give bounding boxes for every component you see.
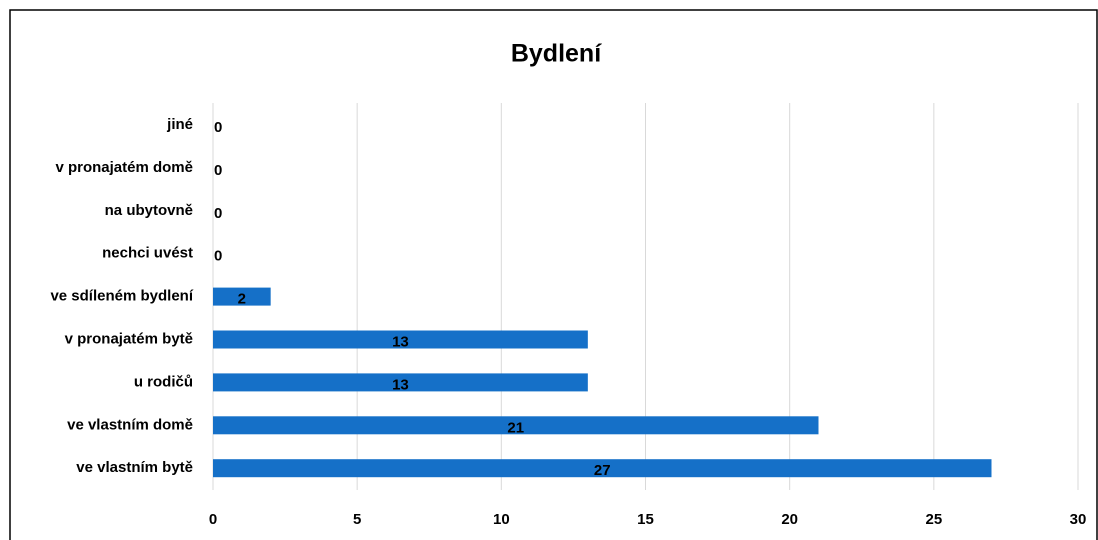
y-tick-label: nechci uvést (102, 245, 193, 262)
y-tick-label: jiné (166, 116, 193, 133)
y-tick-label: ve sdíleném bydlení (50, 288, 193, 305)
y-tick-label: u rodičů (134, 373, 193, 390)
x-tick-label: 0 (209, 511, 217, 528)
bar (213, 416, 819, 435)
data-label: 13 (392, 333, 409, 350)
data-label: 0 (214, 205, 222, 222)
data-label: 27 (594, 462, 611, 479)
x-tick-label: 15 (637, 511, 654, 528)
x-tick-label: 10 (493, 511, 510, 528)
data-label: 0 (214, 162, 222, 179)
y-tick-label: na ubytovně (105, 202, 193, 219)
bar (213, 287, 271, 306)
y-tick-label: ve vlastním bytě (76, 459, 193, 476)
bar (213, 373, 588, 392)
data-label: 0 (214, 119, 222, 136)
chart-border (9, 9, 1098, 540)
data-label: 21 (507, 419, 524, 436)
y-tick-label: ve vlastním domě (67, 416, 193, 433)
data-label: 0 (214, 248, 222, 265)
x-tick-label: 30 (1070, 511, 1087, 528)
y-tick-label: v pronajatém domě (55, 159, 193, 176)
bar (213, 459, 992, 478)
chart-title: Bydlení (511, 40, 602, 68)
x-tick-label: 20 (781, 511, 798, 528)
data-label: 2 (238, 291, 246, 308)
x-tick-label: 25 (925, 511, 942, 528)
x-tick-label: 5 (353, 511, 361, 528)
bar (213, 330, 588, 349)
data-label: 13 (392, 376, 409, 393)
y-tick-label: v pronajatém bytě (65, 330, 193, 347)
